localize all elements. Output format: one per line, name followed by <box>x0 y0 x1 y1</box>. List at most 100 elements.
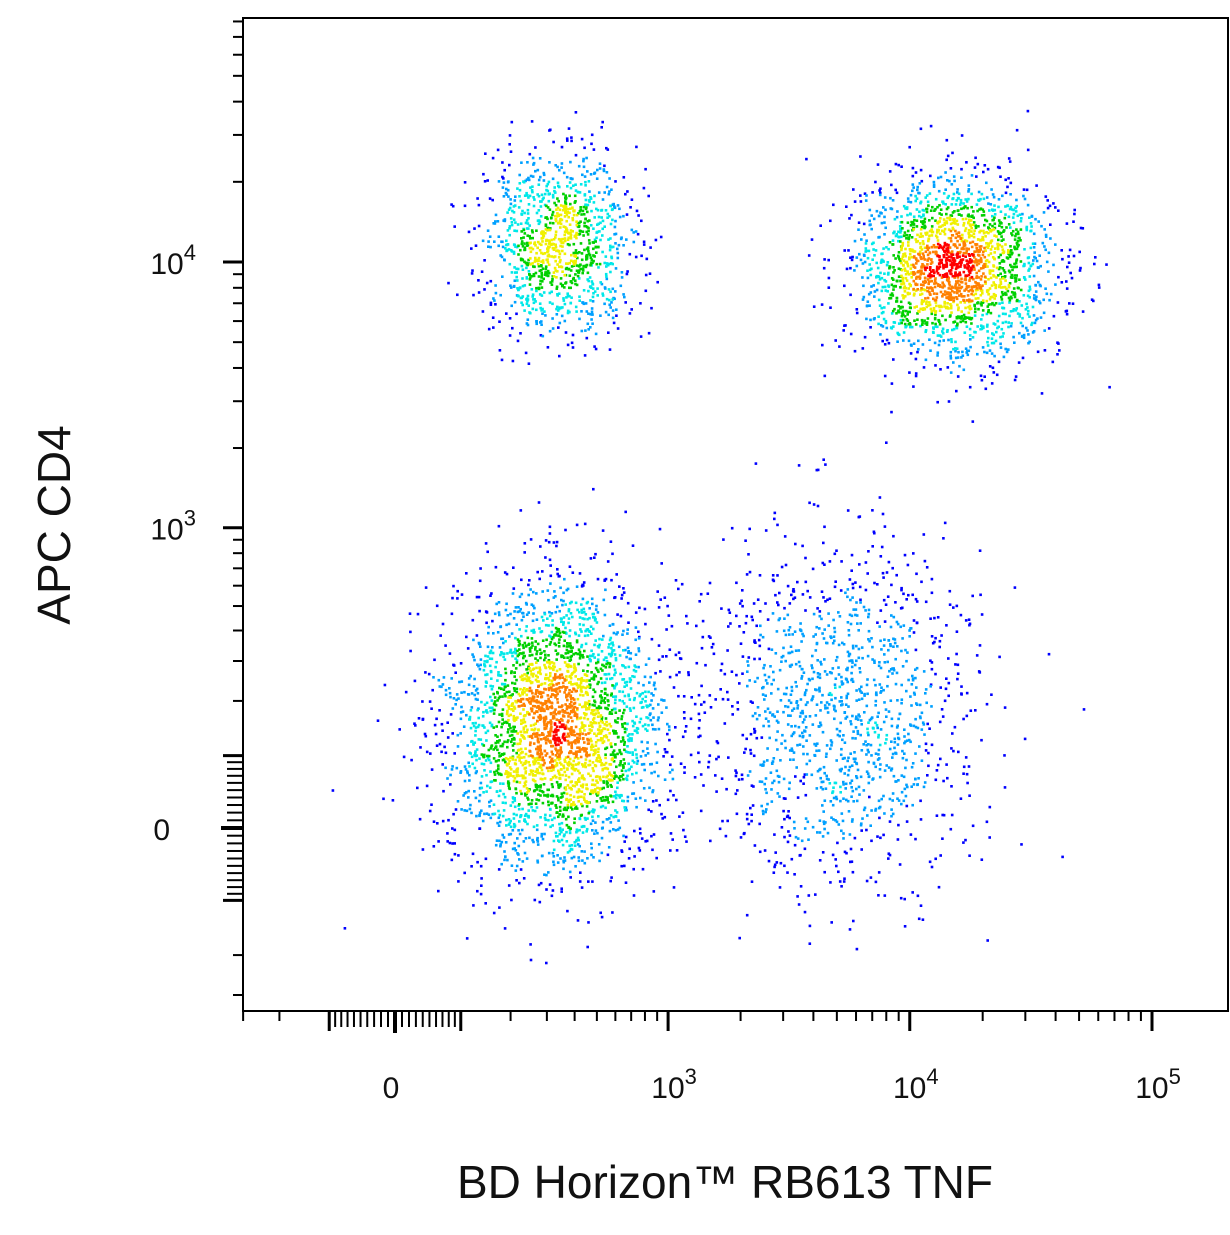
event-dot <box>460 705 463 709</box>
event-dot <box>787 830 790 833</box>
event-dot <box>789 701 793 705</box>
event-dot <box>570 650 573 653</box>
event-dot <box>514 245 517 248</box>
event-dot <box>932 183 936 187</box>
event-dot <box>823 563 826 566</box>
event-dot <box>518 820 521 823</box>
event-dot <box>506 248 509 252</box>
event-dot <box>543 816 547 820</box>
event-dot <box>974 156 977 160</box>
event-dot <box>1007 325 1010 329</box>
event-dot <box>1034 290 1038 293</box>
event-dot <box>619 760 623 763</box>
event-dot <box>903 553 907 557</box>
event-dot <box>998 224 1001 227</box>
event-dot <box>865 683 869 687</box>
event-dot <box>941 332 945 335</box>
event-dot <box>579 871 582 874</box>
event-dot <box>931 330 935 334</box>
event-dot <box>895 573 898 577</box>
event-dot <box>823 827 826 831</box>
event-dot <box>891 752 895 756</box>
event-dot <box>883 278 886 282</box>
event-dot <box>522 654 526 658</box>
event-dot <box>596 168 599 172</box>
event-dot <box>661 817 664 820</box>
event-dot <box>907 732 910 736</box>
event-dot <box>497 720 501 724</box>
event-dot <box>540 832 544 836</box>
event-dot <box>594 552 597 556</box>
event-dot <box>760 780 764 784</box>
event-dot <box>534 645 537 649</box>
event-dot <box>599 221 602 225</box>
event-dot <box>611 207 614 211</box>
event-dot <box>887 857 890 860</box>
event-dot <box>779 759 782 762</box>
event-dot <box>783 606 786 610</box>
event-dot <box>938 339 942 343</box>
event-dot <box>757 638 761 642</box>
event-dot <box>535 652 538 656</box>
event-dot <box>629 709 632 712</box>
event-dot <box>887 341 891 345</box>
event-dot <box>900 683 903 687</box>
event-dot <box>900 321 903 325</box>
event-dot <box>583 522 587 526</box>
event-dot <box>558 829 562 832</box>
event-dot <box>926 200 930 204</box>
event-dot <box>816 769 820 773</box>
event-dot <box>1043 228 1046 231</box>
event-dot <box>956 209 960 213</box>
event-dot <box>602 786 605 790</box>
event-dot <box>497 809 500 813</box>
event-dot <box>646 716 650 720</box>
event-dot <box>880 311 884 315</box>
event-dot <box>604 588 607 592</box>
event-dot <box>754 462 758 465</box>
event-dot <box>489 651 492 655</box>
event-dot <box>1082 708 1086 711</box>
event-dot <box>618 690 621 693</box>
event-dot <box>557 641 561 644</box>
event-dot <box>753 640 756 644</box>
event-dot <box>880 648 883 651</box>
event-dot <box>544 556 547 559</box>
event-dot <box>474 726 478 729</box>
event-dot <box>862 284 865 288</box>
event-dot <box>603 687 607 691</box>
event-dot <box>726 690 729 694</box>
event-dot <box>580 643 584 647</box>
event-dot <box>942 202 945 205</box>
event-dot <box>585 310 589 313</box>
event-dot <box>986 340 989 344</box>
event-dot <box>608 303 611 307</box>
event-dot <box>539 306 542 310</box>
event-dot <box>551 193 555 197</box>
event-dot <box>914 668 917 671</box>
event-dot <box>764 777 768 780</box>
event-dot <box>446 840 449 843</box>
event-dot <box>902 331 906 334</box>
event-dot <box>665 628 668 631</box>
event-dot <box>652 890 656 893</box>
event-dot <box>990 382 994 385</box>
event-dot <box>735 771 738 775</box>
event-dot <box>533 606 536 610</box>
event-dot <box>506 858 509 862</box>
event-dot <box>437 678 441 682</box>
event-dot <box>623 708 626 712</box>
event-dot <box>866 276 870 280</box>
event-dot <box>563 859 567 862</box>
event-dot <box>730 526 734 530</box>
event-dot <box>550 630 554 634</box>
event-dot <box>482 744 486 747</box>
event-dot <box>535 308 538 312</box>
event-dot <box>911 678 915 682</box>
event-dot <box>945 624 948 627</box>
event-dot <box>522 646 525 650</box>
event-dot <box>587 229 590 233</box>
event-dot <box>614 743 617 746</box>
event-dot <box>1022 336 1026 340</box>
event-dot <box>935 769 939 772</box>
